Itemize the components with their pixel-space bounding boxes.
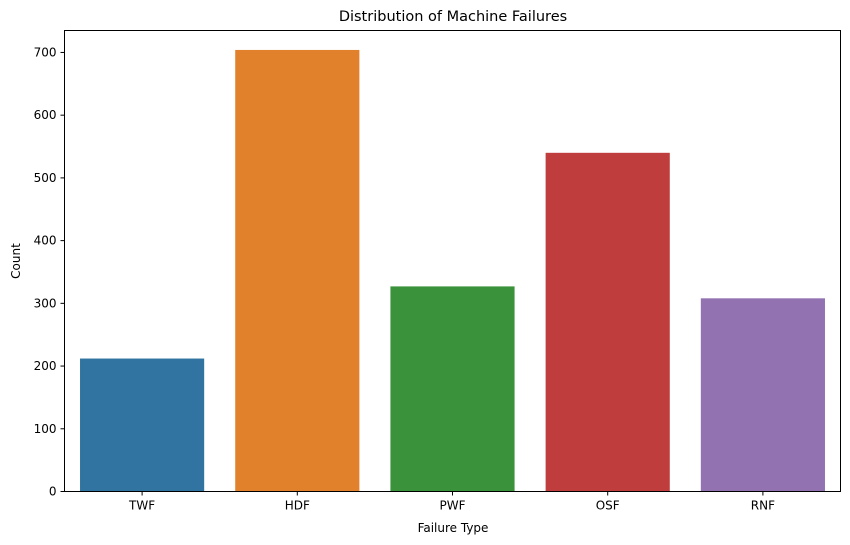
y-tick-label: 500 (34, 171, 57, 185)
chart-title: Distribution of Machine Failures (339, 9, 567, 25)
y-tick-label: 200 (34, 359, 57, 373)
bar-osf (545, 152, 670, 492)
y-tick-label: 700 (34, 45, 57, 59)
bar-twf (80, 358, 205, 492)
bar-hdf (235, 49, 360, 492)
bar-pwf (390, 286, 515, 492)
y-axis-title: Count (9, 243, 23, 279)
x-axis-title: Failure Type (418, 521, 489, 535)
y-axis-ticks: 0 100 200 300 400 500 600 700 (34, 45, 65, 499)
x-tick-label: RNF (751, 499, 775, 513)
x-tick-label: HDF (285, 499, 310, 513)
bars-group (80, 49, 825, 492)
x-tick-label: TWF (128, 499, 155, 513)
y-tick-label: 100 (34, 422, 57, 436)
bar-rnf (700, 298, 825, 492)
y-tick-label: 300 (34, 296, 57, 310)
x-axis-ticks: TWF HDF PWF OSF RNF (128, 491, 775, 513)
y-tick-label: 400 (34, 234, 57, 248)
y-tick-label: 600 (34, 108, 57, 122)
x-tick-label: OSF (596, 499, 620, 513)
plot-frame (64, 30, 841, 492)
y-tick-label: 0 (49, 485, 57, 499)
x-tick-label: PWF (439, 499, 465, 513)
